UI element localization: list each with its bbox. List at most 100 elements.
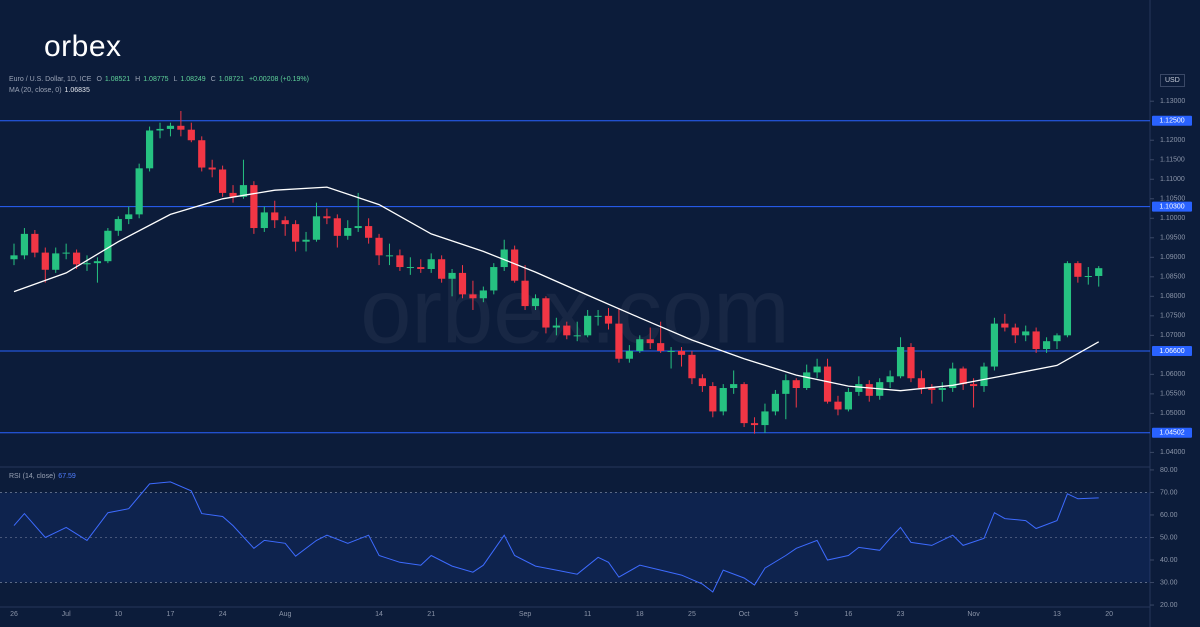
candle-body [208,167,216,170]
candle-body [521,280,529,307]
candle-body [615,323,623,359]
y-tick-label: 1.05500 [1160,391,1185,398]
level-label: 1.10300 [1159,203,1184,210]
rsi-line [13,481,1099,593]
candle-body [166,125,175,129]
candle-body [709,386,717,412]
candle-body [1095,268,1103,276]
candle-body [563,325,571,336]
y-tick-label: 1.08500 [1160,274,1185,281]
candle-body [1063,263,1072,336]
candle-body [292,224,300,242]
ma-name: MA (20, close, 0) [9,87,62,94]
rsi-name: RSI (14, close) [9,473,56,480]
candle-body [10,255,18,260]
candle-body [219,169,227,193]
candle-body [344,228,352,236]
rsi-y-tick-label: 30.00 [1160,579,1178,586]
x-tick-label: 26 [10,611,18,618]
candle-body [41,252,49,270]
rsi-y-tick-label: 70.00 [1160,489,1178,496]
ohlc-label: C [210,76,216,83]
candle-body [239,185,248,197]
candle-body [625,350,633,359]
level-label: 1.04502 [1159,430,1184,437]
ohlc-value: 1.08249 [180,76,206,83]
candle-body [844,391,852,410]
candle-body [83,263,91,265]
candle-body [1084,276,1092,278]
candle-body [594,315,602,317]
x-tick-label: 21 [427,611,435,618]
candle-body [917,378,926,389]
candle-body [688,354,696,379]
candle-body [750,423,759,426]
ma-legend: MA (20, close, 0) 1.06835 [9,87,93,94]
candle-body [354,226,362,229]
candle-body [156,128,164,131]
y-tick-label: 1.10000 [1160,215,1185,222]
candle-body [396,255,404,268]
y-tick-label: 1.13000 [1160,98,1185,105]
candle-body [980,366,988,387]
candle-body [187,129,195,141]
candle-body [93,261,102,264]
candle-body [969,384,978,387]
candle-body [907,347,915,379]
candle-body [573,335,581,337]
candle-body [938,388,946,390]
candle-body [1053,335,1061,342]
y-tick-label: 1.10500 [1160,196,1185,203]
candle-body [719,388,727,412]
candle-body [511,249,519,281]
candle-body [813,366,821,373]
rsi-legend: RSI (14, close) 67.59 [9,473,79,480]
level-tag [1152,115,1192,126]
candle-body [469,294,477,299]
candle-body [385,255,394,257]
y-tick-label: 1.05000 [1160,410,1185,417]
ohlc-value: 1.08775 [143,76,169,83]
candle-body [406,267,414,269]
level-tag [1152,201,1192,212]
candle-body [667,350,675,352]
candle-body [761,411,769,426]
currency-label: USD [1160,74,1185,87]
candle-body [135,168,143,215]
x-tick-label: 13 [1053,611,1061,618]
candle-body [427,259,435,269]
ohlc-label: L [173,76,178,83]
candle-body [531,298,540,307]
change: +0.00208 (+0.19%) [248,76,309,83]
candle-body [636,339,644,351]
candle-body [229,192,237,197]
candle-body [104,230,112,262]
y-tick-label: 1.11000 [1160,176,1185,183]
candle-body [114,219,122,231]
candle-body [145,130,154,169]
candle-body [438,259,446,279]
level-tag [1152,427,1192,438]
candle-body [31,233,39,253]
rsi-y-tick-label: 40.00 [1160,557,1178,564]
candle-body [949,368,957,389]
candle-body [677,350,686,355]
x-tick-label: Jul [62,611,71,618]
candle-body [177,125,185,130]
rsi-y-tick-label: 20.00 [1160,602,1178,609]
candle-body [20,233,29,256]
ohlc-label: O [96,76,102,83]
candle-body [771,393,779,412]
x-tick-label: 18 [636,611,644,618]
candle-body [458,272,467,295]
candle-body [302,239,310,242]
x-tick-label: 20 [1105,611,1113,618]
x-tick-label: Aug [279,611,292,618]
candle-body [730,384,738,389]
moving-average [13,186,1100,392]
ohlc-value: 1.08721 [218,76,245,83]
y-tick-label: 1.04000 [1160,449,1185,456]
candle-body [855,384,863,392]
level-label: 1.06600 [1159,348,1184,355]
candle-body [834,401,842,410]
